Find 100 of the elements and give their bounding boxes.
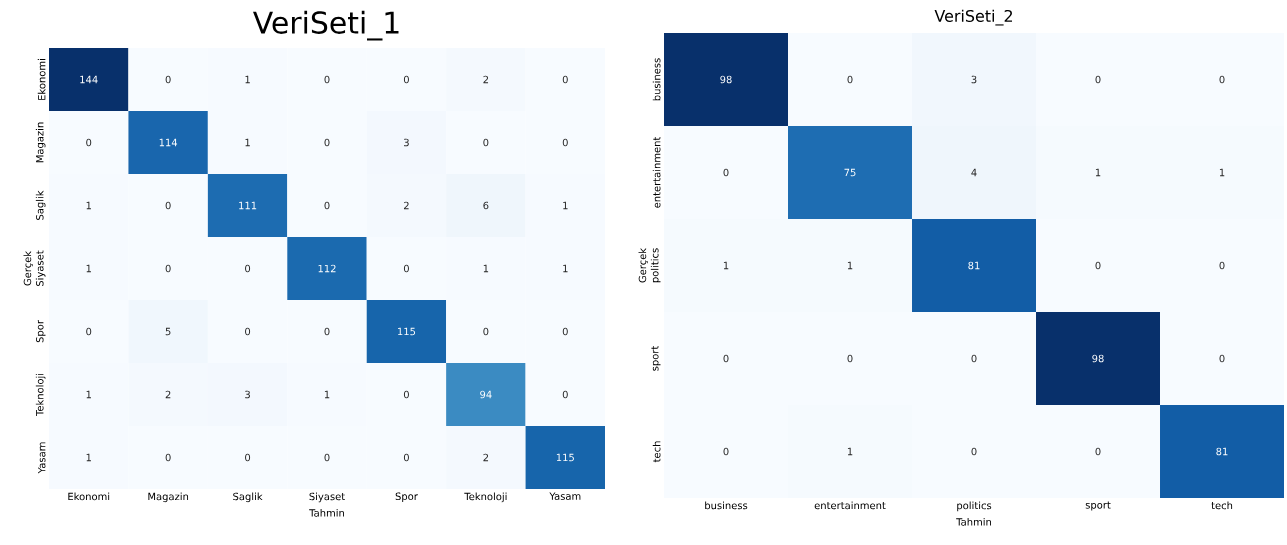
y-tick-label: Spor (36, 320, 46, 343)
data-label: 0 (403, 453, 409, 462)
y-tick-label: Yasam (38, 442, 46, 474)
data-label: 0 (403, 264, 409, 273)
data-label: 0 (1095, 261, 1101, 270)
data-label: 0 (165, 201, 171, 210)
data-label: 1 (563, 264, 568, 273)
data-label: 0 (562, 327, 568, 336)
data-label: 1 (483, 264, 489, 273)
data-label: 1 (324, 390, 330, 399)
x-tick-label: Siyaset (309, 492, 345, 503)
data-label: 0 (847, 354, 853, 363)
data-label: 0 (245, 453, 251, 462)
data-label: 75 (844, 168, 856, 177)
x-tick-label: business (705, 501, 748, 510)
data-label: 2 (483, 75, 489, 84)
data-label: 0 (1095, 447, 1101, 456)
data-label: 3 (404, 138, 409, 147)
y-tick-label: Siyaset (35, 250, 46, 287)
data-label: 1 (847, 447, 853, 456)
data-label: 0 (562, 138, 568, 147)
data-label: 1 (245, 75, 250, 84)
data-label: 1 (1095, 168, 1101, 177)
y-tick-label: Ekonomi (37, 59, 46, 100)
data-label: 0 (324, 453, 330, 462)
y-tick-label: sport (651, 345, 661, 371)
data-label: 0 (1219, 261, 1225, 270)
data-label: 0 (324, 327, 330, 336)
data-label: 0 (562, 75, 568, 84)
data-label: 5 (165, 327, 171, 336)
y-tick-label: politics (650, 248, 661, 283)
data-label: 2 (165, 390, 171, 399)
data-label: 0 (723, 168, 729, 177)
data-label: 1 (86, 453, 91, 462)
data-label: 1 (847, 261, 853, 270)
data-label: 0 (165, 453, 171, 462)
data-label: 1 (563, 201, 568, 210)
data-label: 111 (239, 201, 257, 210)
data-label: 144 (80, 75, 98, 84)
data-label: 0 (562, 390, 568, 399)
data-label: 0 (403, 75, 409, 84)
y-tick-label: Saglik (35, 190, 46, 220)
x-tick-label: Saglik (233, 492, 263, 503)
data-label: 0 (1219, 354, 1225, 363)
data-label: 3 (245, 390, 250, 399)
data-label: 0 (403, 390, 409, 399)
data-label: 0 (86, 327, 92, 336)
y-tick-label: entertainment (652, 136, 661, 208)
data-label: 0 (165, 264, 171, 273)
data-label: 2 (483, 453, 489, 462)
data-label: 112 (318, 264, 336, 273)
x-tick-label: entertainment (814, 501, 886, 510)
data-label: 81 (1216, 447, 1228, 456)
x-axis-title: Tahmin (956, 518, 991, 526)
data-label: 0 (324, 201, 330, 210)
data-label: 94 (480, 390, 492, 399)
data-label: 0 (723, 354, 729, 363)
data-label: 0 (971, 354, 977, 363)
x-tick-label: Ekonomi (68, 492, 110, 501)
data-label: 6 (483, 201, 489, 210)
data-label: 0 (324, 75, 330, 84)
y-tick-label: Magazin (35, 122, 46, 163)
data-label: 114 (159, 138, 178, 147)
data-label: 1 (1219, 168, 1225, 177)
x-tick-label: sport (1085, 501, 1111, 511)
y-tick-label: tech (652, 441, 661, 463)
data-label: 81 (968, 261, 980, 270)
y-tick-label: Teknoloji (35, 373, 46, 417)
x-tick-label: Teknoloji (464, 492, 507, 503)
data-label: 98 (720, 75, 732, 84)
data-label: 115 (398, 327, 416, 336)
data-label: 0 (847, 75, 853, 84)
data-label: 0 (324, 138, 330, 147)
data-label: 1 (86, 264, 91, 273)
data-label: 115 (556, 453, 574, 462)
data-label: 0 (723, 447, 729, 456)
data-label: 0 (245, 327, 251, 336)
data-label: 1 (86, 390, 91, 399)
data-label: 0 (86, 138, 92, 147)
x-tick-label: Yasam (549, 492, 581, 500)
data-label: 0 (483, 138, 489, 147)
x-axis-title: Tahmin (309, 509, 344, 517)
data-label: 1 (723, 261, 729, 270)
data-label: 0 (1219, 75, 1225, 84)
data-label: 0 (245, 264, 251, 273)
data-label: 1 (86, 201, 91, 210)
data-label: 3 (971, 75, 977, 84)
data-label: 1 (245, 138, 250, 147)
data-label: 0 (1095, 75, 1101, 84)
y-axis-title: Gerçek (23, 250, 33, 286)
chart-title: VeriSeti_2 (934, 9, 1013, 26)
data-label: 0 (483, 327, 489, 336)
data-label: 2 (403, 201, 409, 210)
data-label: 0 (971, 447, 977, 456)
data-label: 0 (165, 75, 171, 84)
x-tick-label: tech (1211, 501, 1233, 510)
data-label: 98 (1092, 354, 1104, 363)
data-label: 4 (971, 168, 977, 177)
x-tick-label: politics (957, 501, 992, 512)
chart-title: VeriSeti_1 (253, 10, 399, 41)
